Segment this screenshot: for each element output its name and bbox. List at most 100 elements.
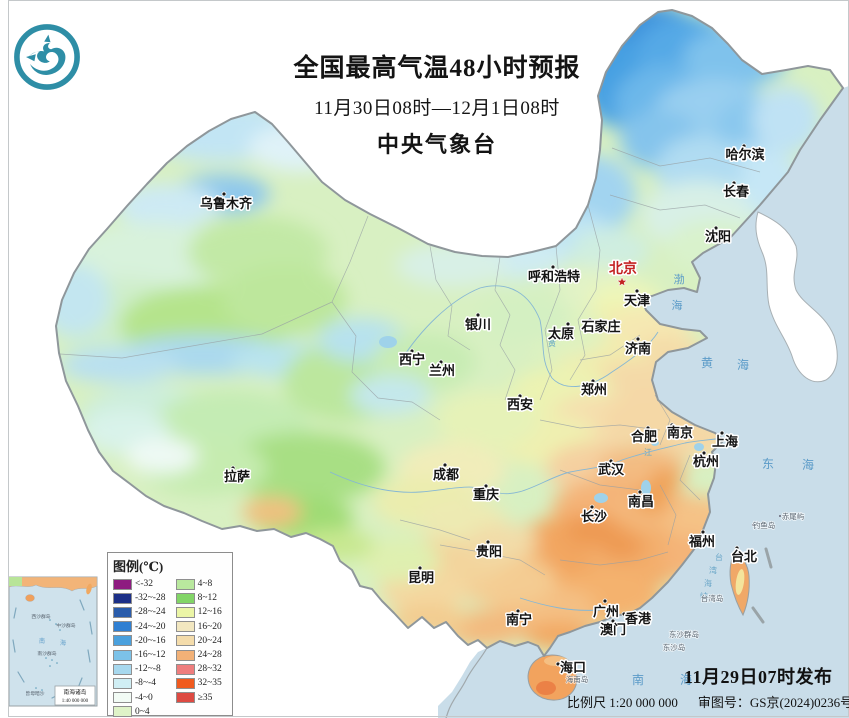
- map-approval-number: 审图号：GS京(2024)0236号: [697, 695, 849, 710]
- legend-grid: <-32 -32~-28 -28~-24 -24~-20 -20~-16 -16…: [113, 577, 228, 718]
- city-xining: 西宁: [397, 348, 427, 369]
- legend-item: 28~32: [175, 662, 228, 676]
- lakes: [379, 336, 704, 503]
- agency-name: 中央气象台: [376, 132, 497, 157]
- legend-swatch: [113, 677, 132, 689]
- vietnam-border: [445, 647, 488, 718]
- legend-item: 4~8: [175, 577, 228, 591]
- svg-text:武汉: 武汉: [598, 462, 625, 477]
- legend-swatch: [113, 606, 132, 618]
- legend-swatch: [113, 649, 132, 661]
- city-shenyang: 沈阳: [703, 225, 733, 246]
- city-shanghai: 上海: [710, 430, 740, 451]
- island-labels: 钓鱼岛 赤尾屿 台湾岛 东沙群岛 东沙岛 海南岛: [565, 511, 805, 685]
- city-beijing: 北京: [608, 259, 639, 287]
- inset-sea-label-2: 海: [60, 639, 66, 647]
- svg-text:台北: 台北: [731, 549, 757, 564]
- legend-swatch: [113, 663, 132, 675]
- city-harbin: 哈尔滨: [724, 143, 766, 164]
- city-chongqing: 重庆: [471, 483, 501, 504]
- city-lhasa: 拉萨: [222, 465, 252, 486]
- legend-item: <-32: [113, 577, 172, 591]
- legend-swatch: [175, 692, 195, 704]
- island-label-chiweiyu: 赤尾屿: [782, 512, 805, 521]
- logo-ring: [14, 24, 80, 90]
- legend-swatch: [113, 621, 132, 633]
- svg-text:济南: 济南: [625, 341, 651, 356]
- river-labels: 黄 江: [548, 338, 652, 457]
- inset-label-xisha: 西沙群岛: [31, 613, 50, 620]
- legend-item: 0~4: [113, 705, 172, 718]
- legend-item: -12~-8: [113, 662, 172, 676]
- legend-swatch: [113, 706, 132, 718]
- city-chengdu: 成都: [431, 462, 461, 484]
- city-markers: 乌鲁木齐 哈尔滨 长春 沈阳 北京 天津 呼和浩特 石家庄 太原 济南 银川 西…: [198, 143, 766, 677]
- legend-item: -24~-20: [113, 620, 172, 634]
- city-haikou: 海口: [555, 659, 588, 677]
- map-meta: 比例尺 1:20 000 000 审图号：GS京(2024)0236号: [567, 692, 849, 711]
- city-hangzhou: 杭州: [691, 450, 721, 471]
- province-borders: [59, 147, 761, 576]
- svg-text:黄: 黄: [548, 338, 556, 348]
- svg-text:兰州: 兰州: [429, 363, 455, 378]
- legend-item: 24~28: [175, 648, 228, 662]
- svg-text:上海: 上海: [712, 434, 738, 449]
- svg-text:南昌: 南昌: [628, 494, 654, 509]
- legend-swatch: [175, 635, 195, 647]
- legend-swatch: [113, 692, 132, 704]
- svg-text:昆明: 昆明: [408, 570, 434, 585]
- city-taipei: 台北: [729, 545, 759, 566]
- title-block: 全国最高气温48小时预报 11月30日08时—12月1日08时 中央气象台: [237, 48, 637, 159]
- legend-item: 8~12: [175, 591, 228, 605]
- south-china-sea-inset: 西沙群岛 中沙群岛 南沙群岛 曾母暗沙 南 海 南海诸岛 1:40 000 00…: [8, 576, 98, 707]
- svg-text:贵阳: 贵阳: [476, 544, 502, 559]
- svg-text:西宁: 西宁: [399, 352, 425, 367]
- city-jinan: 济南: [623, 336, 653, 358]
- city-hongkong: 香港: [621, 610, 653, 628]
- city-fuzhou: 福州: [686, 529, 717, 551]
- inset-scale: 1:40 000 000: [62, 699, 89, 704]
- svg-text:重庆: 重庆: [473, 487, 499, 502]
- svg-text:香港: 香港: [624, 611, 652, 626]
- city-macau: 澳门: [598, 618, 628, 639]
- sea-label-bohai-2: 海: [672, 298, 683, 312]
- svg-text:福州: 福州: [688, 534, 715, 549]
- city-urumqi: 乌鲁木齐: [198, 191, 254, 213]
- legend-item: -16~-12: [113, 648, 172, 662]
- city-guangzhou: 广州: [591, 598, 621, 621]
- inset-sea-label-1: 南: [39, 637, 45, 645]
- island-label-taiwandao: 台湾岛: [701, 593, 724, 603]
- legend-swatch: [175, 621, 195, 633]
- legend-item: -4~0: [113, 691, 172, 705]
- legend-item: -20~-16: [113, 634, 172, 648]
- svg-text:拉萨: 拉萨: [224, 469, 250, 484]
- svg-text:哈尔滨: 哈尔滨: [725, 147, 764, 162]
- svg-text:澳门: 澳门: [600, 622, 626, 637]
- svg-text:江: 江: [644, 448, 652, 457]
- svg-text:北京: 北京: [609, 260, 637, 277]
- sea-label-nanhai-1: 南: [632, 672, 644, 687]
- release-time: 11月29日07时发布: [684, 667, 833, 687]
- legend-swatch: [175, 606, 195, 618]
- legend-swatch: [113, 635, 132, 647]
- city-changsha: 长沙: [579, 504, 609, 526]
- cma-logo: [14, 24, 80, 90]
- svg-text:沈阳: 沈阳: [705, 229, 731, 244]
- svg-text:西安: 西安: [507, 397, 533, 412]
- city-kunming: 昆明: [406, 565, 436, 587]
- svg-text:长春: 长春: [723, 184, 750, 199]
- svg-text:台: 台: [715, 552, 723, 562]
- svg-text:银川: 银川: [465, 317, 491, 332]
- svg-text:乌鲁木齐: 乌鲁木齐: [200, 196, 253, 211]
- city-nanjing: 南京: [665, 422, 695, 442]
- legend-item: ≥35: [175, 691, 228, 705]
- legend-swatch: [175, 663, 195, 675]
- city-wuhan: 武汉: [596, 458, 626, 479]
- legend-swatch: [175, 592, 195, 604]
- svg-text:南宁: 南宁: [506, 612, 532, 627]
- inset-title: 南海诸岛: [63, 688, 86, 696]
- legend-swatch: [175, 649, 195, 661]
- legend-title: 图例(℃): [113, 559, 164, 574]
